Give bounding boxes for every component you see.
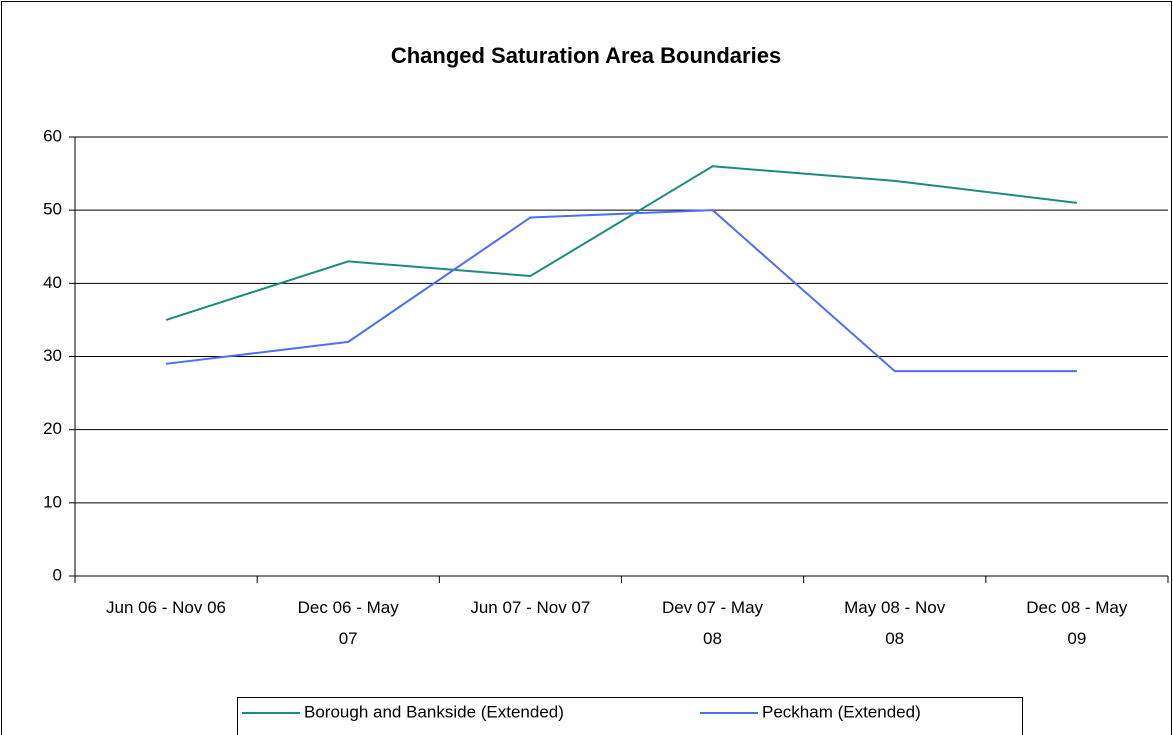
y-tick-label: 60 — [43, 126, 62, 145]
series-line — [165, 209, 1077, 373]
legend-label: Peckham (Extended) — [762, 702, 921, 721]
y-tick-label: 30 — [43, 346, 62, 365]
x-tick-label: Jun 06 - Nov 06 — [105, 598, 226, 617]
y-tick-label: 50 — [43, 200, 62, 219]
x-tick-label: May 08 - Nov 08 — [844, 598, 946, 648]
y-tick-label: 20 — [43, 419, 62, 438]
y-tick-label: 0 — [53, 565, 62, 584]
x-tick-label: Dev 07 - May 08 — [661, 598, 764, 648]
x-tick-label: Jun 07 - Nov 07 — [470, 598, 591, 617]
legend-label: Borough and Bankside (Extended) — [304, 702, 564, 721]
y-tick-label: 40 — [43, 273, 62, 292]
x-tick-label: Dec 08 - May 09 — [1026, 598, 1128, 648]
legend-box — [237, 697, 1023, 735]
x-tick-label: Dec 06 - May 07 — [297, 598, 399, 648]
series-line — [165, 165, 1078, 321]
y-tick-label: 10 — [43, 492, 62, 511]
chart-title: Changed Saturation Area Boundaries — [391, 43, 781, 68]
